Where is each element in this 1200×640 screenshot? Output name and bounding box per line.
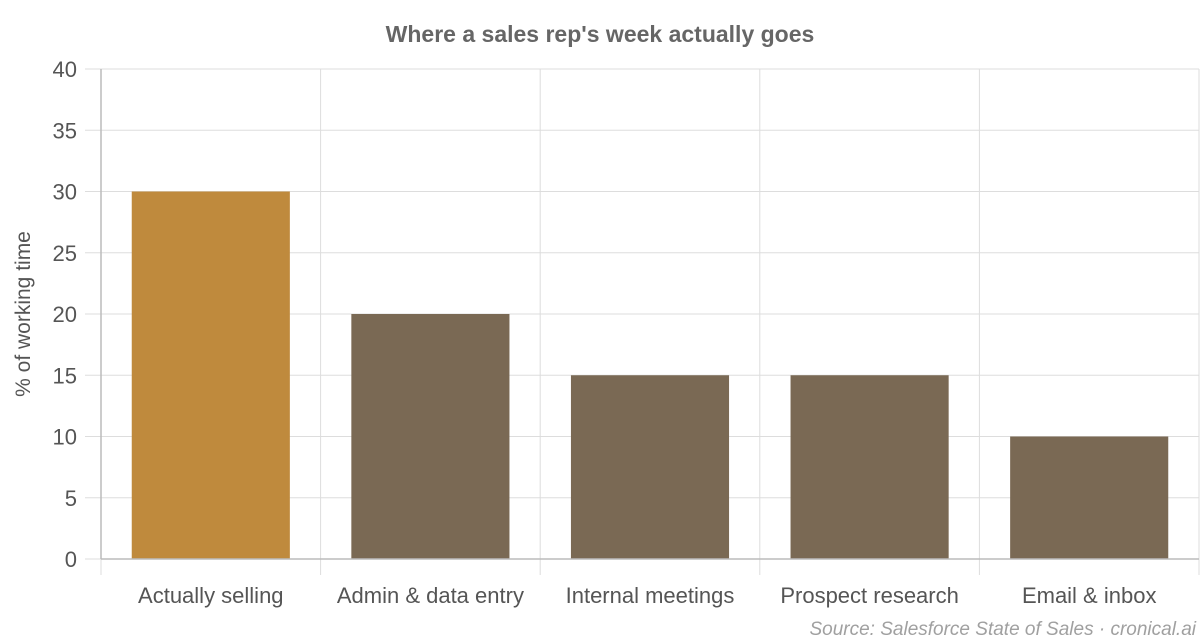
bar-1 [351,314,510,559]
axes [100,69,1199,560]
y-tick-label: 40 [53,57,77,82]
y-tick-label: 10 [53,425,77,450]
x-tick-label: Internal meetings [566,583,735,608]
y-tick-labels: 0 5 10 15 20 25 30 35 40 [53,57,77,572]
x-tick-label: Email & inbox [1022,583,1157,608]
y-tick-label: 25 [53,241,77,266]
x-tick-labels: Actually selling Admin & data entry Intern… [138,583,1156,608]
bar-2 [570,375,730,559]
y-tick-label: 20 [53,302,77,327]
y-axis-label: % of working time [12,231,35,397]
bar-4 [1010,436,1169,559]
source-note: Source: Salesforce State of Sales · cron… [809,619,1196,640]
x-tick-label: Admin & data entry [337,583,524,608]
x-tick-label: Actually selling [138,583,284,608]
y-tick-label: 30 [53,180,77,205]
x-tick-label: Prospect research [780,583,959,608]
bars [131,191,1169,559]
bar-3 [790,375,949,559]
chart-title: Where a sales rep's week actually goes [386,21,815,47]
y-tick-label: 35 [53,118,77,143]
y-tick-label: 15 [53,363,77,388]
y-tick-label: 0 [65,547,77,572]
bar-0 [131,191,290,559]
y-tick-label: 5 [65,486,77,511]
